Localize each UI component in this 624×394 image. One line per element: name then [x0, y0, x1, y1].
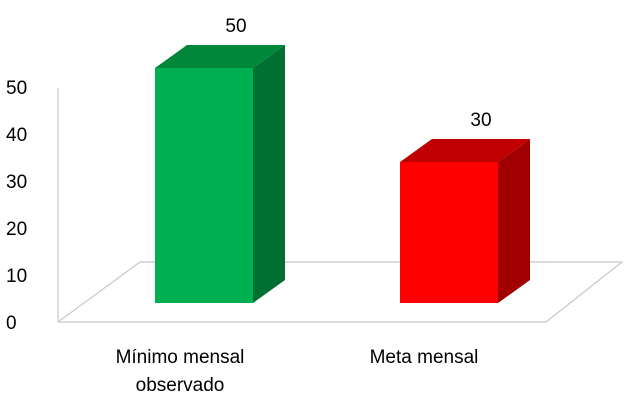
- category-label: observado: [136, 375, 225, 394]
- y-axis-ticks: 0 10 20 30 40 50: [6, 78, 27, 334]
- bar-top-face: [400, 139, 530, 162]
- floor-outline: [57, 261, 624, 323]
- y-tick-label: 10: [6, 266, 27, 287]
- bar-front-face: [400, 162, 498, 303]
- bar-side-face: [498, 139, 530, 303]
- category-label: Meta mensal: [370, 347, 479, 368]
- bar-side-face: [253, 45, 285, 303]
- bar-top-face: [155, 45, 285, 68]
- y-tick-label: 20: [6, 219, 27, 240]
- y-tick-label: 40: [6, 125, 27, 146]
- bar-minimo-mensal-observado: [155, 45, 285, 303]
- chart-floor: [57, 88, 624, 323]
- category-label: Mínimo mensal: [116, 347, 245, 368]
- y-tick-label: 30: [6, 172, 27, 193]
- data-label: 50: [225, 16, 246, 37]
- y-tick-label: 0: [6, 313, 17, 334]
- y-tick-label: 50: [6, 78, 27, 99]
- bar-meta-mensal: [400, 139, 530, 303]
- bar-front-face: [155, 68, 253, 303]
- data-label: 30: [470, 110, 491, 131]
